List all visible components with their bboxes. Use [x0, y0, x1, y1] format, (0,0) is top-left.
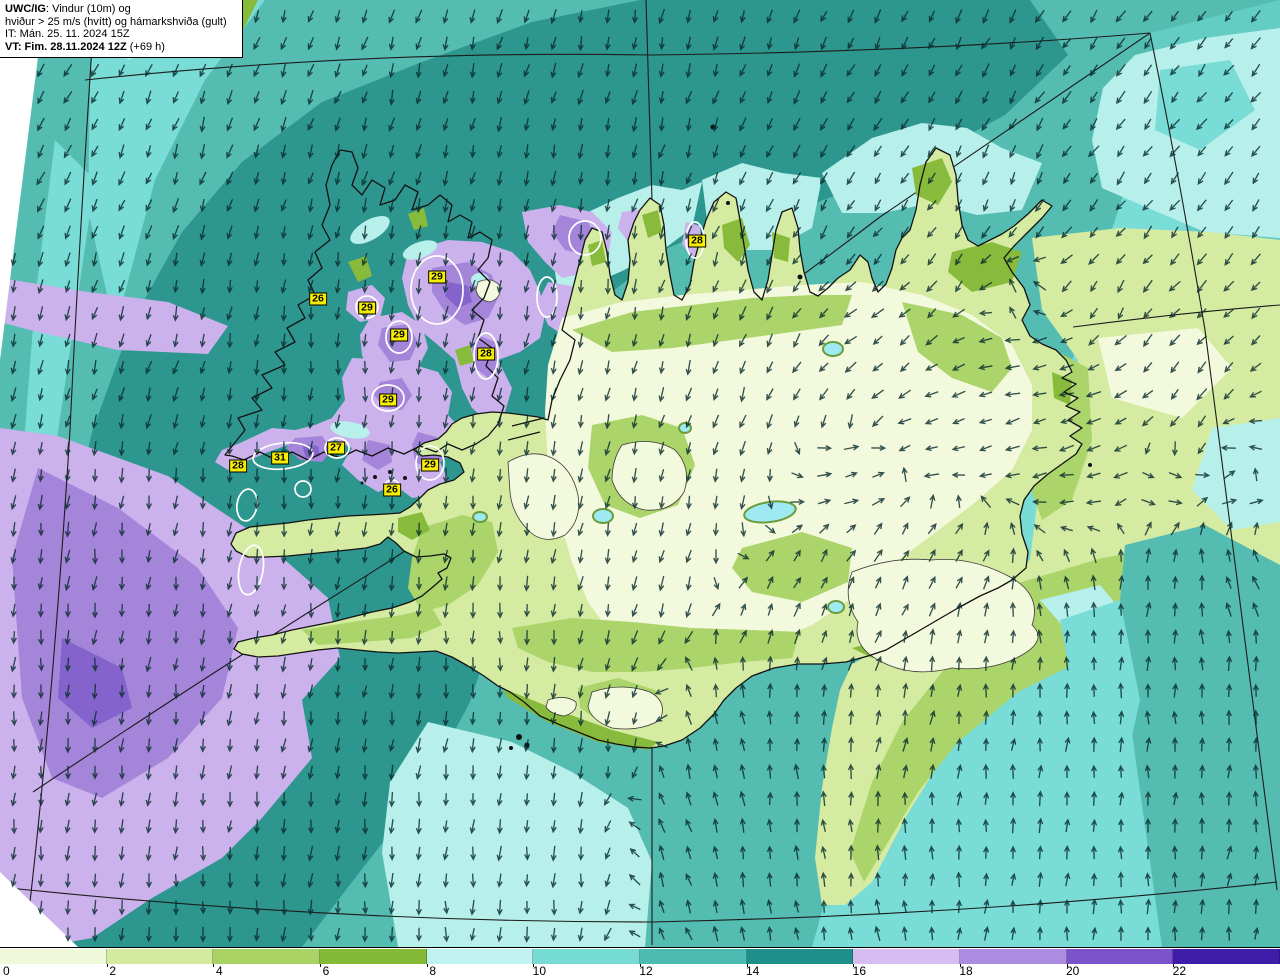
max-gust-label: 29 — [390, 328, 408, 342]
colorbar-tick-labels: 0 2 4 6 8 10 12 14 16 18 20 22 — [0, 964, 1280, 978]
map-canvas — [0, 0, 1280, 947]
max-gust-label: 26 — [309, 292, 327, 306]
colorbar-tick-mark — [1066, 964, 1068, 967]
title-line-1: UWC/IG: Vindur (10m) og — [5, 3, 131, 15]
max-gust-label: 28 — [229, 459, 247, 473]
colorbar-tick-mark — [746, 964, 748, 967]
colorbar-tick-mark — [320, 964, 321, 967]
islands — [360, 124, 1092, 750]
colorbar-tick-mark — [960, 964, 961, 967]
colorbar-tick-label: 22 — [1172, 964, 1187, 978]
colorbar-tick-mark — [1173, 964, 1175, 967]
colorbar-tick-label: 8 — [429, 964, 436, 978]
colorbar-tick-label: 12 — [639, 964, 653, 978]
max-gust-label: 29 — [428, 270, 446, 284]
colorbar-tick-mark — [213, 964, 215, 967]
colorbar-tick-label: 16 — [852, 964, 867, 978]
wind-arrow-field — [10, 8, 1264, 943]
colorbar-tick-mark — [106, 964, 108, 967]
colorbar-segment — [106, 949, 214, 964]
title-line-4: VT: Fim. 28.11.2024 12Z (+69 h) — [5, 40, 165, 53]
max-gust-label: 29 — [379, 393, 397, 407]
colorbar-segment — [746, 949, 854, 964]
colorbar-tick-mark — [853, 964, 855, 967]
colorbar-segment — [1173, 949, 1280, 964]
colorbar-segment — [319, 949, 427, 964]
max-gust-label: 26 — [383, 483, 401, 497]
colorbar-segments — [0, 949, 1280, 964]
max-gust-label: 31 — [271, 451, 289, 465]
colorbar-tick-mark — [640, 964, 641, 967]
title-line-3: IT: Mán. 25. 11. 2024 15Z — [5, 28, 130, 40]
coastlines — [224, 147, 1083, 749]
forecast-title-box: UWC/IG: Vindur (10m) og hviður > 25 m/s … — [0, 0, 243, 58]
colorbar-segment — [853, 949, 960, 964]
max-gust-label: 28 — [477, 347, 495, 361]
colorbar-tick-label: 10 — [532, 964, 547, 978]
colorbar-segment — [959, 949, 1067, 964]
colorbar-segment — [426, 949, 534, 964]
wind-speed-colorbar: 0 2 4 6 8 10 12 14 16 18 20 22 — [0, 947, 1280, 978]
colorbar-tick-label: 14 — [745, 964, 760, 978]
colorbar-tick-label: 20 — [1065, 964, 1080, 978]
max-gust-label: 29 — [421, 458, 439, 472]
colorbar-segment — [639, 949, 747, 964]
colorbar-tick-mark — [426, 964, 428, 967]
colorbar-segment — [0, 949, 107, 964]
colorbar-tick-label: 18 — [959, 964, 973, 978]
colorbar-tick-label: 0 — [3, 964, 10, 978]
colorbar-tick-mark — [533, 964, 535, 967]
max-gust-label: 27 — [327, 441, 345, 455]
title-line-2: hviður > 25 m/s (hvítt) og hámarkshviða … — [5, 15, 227, 28]
colorbar-tick-label: 2 — [109, 964, 116, 978]
colorbar-segment — [1066, 949, 1174, 964]
max-gust-label: 28 — [688, 234, 706, 248]
colorbar-tick-label: 6 — [322, 964, 330, 978]
colorbar-segment — [213, 949, 320, 964]
colorbar-tick-label: 4 — [215, 964, 223, 978]
max-gust-label: 29 — [358, 301, 376, 315]
colorbar-segment — [533, 949, 640, 964]
